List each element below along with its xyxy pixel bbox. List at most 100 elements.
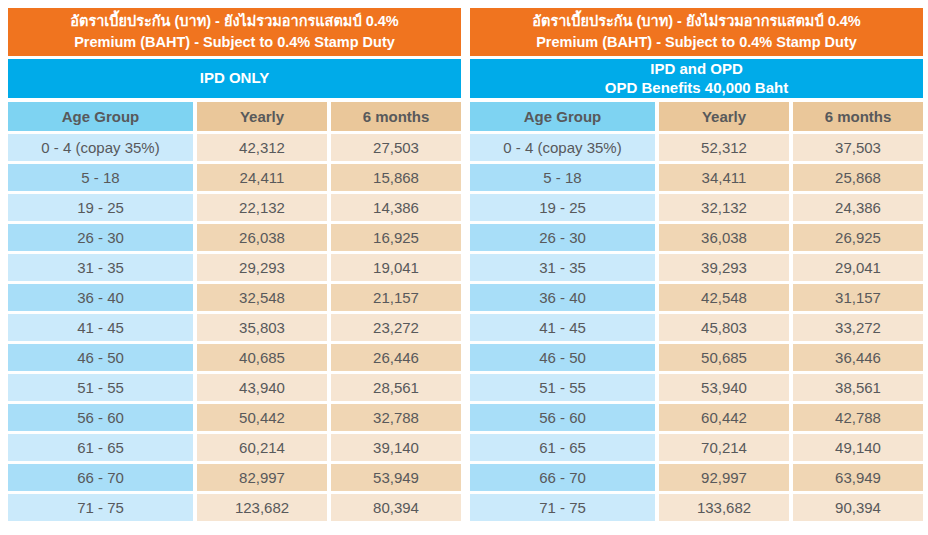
age-group-cell: 31 - 35	[470, 254, 655, 281]
age-group-cell: 26 - 30	[470, 224, 655, 251]
six-months-value-cell: 42,788	[793, 404, 923, 431]
yearly-value-cell: 123,682	[197, 494, 327, 521]
premium-table-ipd-and-opd: อัตราเบี้ยประกัน (บาท) - ยังไม่รวมอากรแส…	[470, 8, 923, 528]
age-group-cell: 0 - 4 (copay 35%)	[470, 134, 655, 161]
yearly-value-cell: 133,682	[659, 494, 789, 521]
age-group-cell: 71 - 75	[470, 494, 655, 521]
rate-table: Age Group Yearly 6 months 0 - 4 (copay 3…	[470, 102, 923, 521]
yearly-value-cell: 24,411	[197, 164, 327, 191]
yearly-header: Yearly	[197, 102, 327, 131]
age-group-cell: 5 - 18	[8, 164, 193, 191]
premium-rate-tables: อัตราเบี้ยประกัน (บาท) - ยังไม่รวมอากรแส…	[0, 0, 928, 535]
plan-band: IPD and OPD OPD Benefits 40,000 Baht	[470, 59, 923, 98]
age-group-cell: 41 - 45	[470, 314, 655, 341]
yearly-value-cell: 39,293	[659, 254, 789, 281]
six-months-value-cell: 14,386	[331, 194, 461, 221]
age-group-cell: 5 - 18	[470, 164, 655, 191]
six-months-value-cell: 33,272	[793, 314, 923, 341]
age-group-cell: 71 - 75	[8, 494, 193, 521]
six-months-value-cell: 53,949	[331, 464, 461, 491]
plan-band: IPD ONLY	[8, 59, 461, 98]
six-months-value-cell: 38,561	[793, 374, 923, 401]
premium-table-ipd-only: อัตราเบี้ยประกัน (บาท) - ยังไม่รวมอากรแส…	[8, 8, 461, 528]
six-months-value-cell: 24,386	[793, 194, 923, 221]
six-months-value-cell: 31,157	[793, 284, 923, 311]
table-title: อัตราเบี้ยประกัน (บาท) - ยังไม่รวมอากรแส…	[8, 8, 461, 56]
table-title-th: อัตราเบี้ยประกัน (บาท) - ยังไม่รวมอากรแส…	[532, 11, 860, 32]
six-months-value-cell: 27,503	[331, 134, 461, 161]
yearly-value-cell: 53,940	[659, 374, 789, 401]
age-group-cell: 36 - 40	[8, 284, 193, 311]
table-title-en: Premium (BAHT) - Subject to 0.4% Stamp D…	[536, 32, 857, 53]
age-group-cell: 46 - 50	[470, 344, 655, 371]
yearly-value-cell: 45,803	[659, 314, 789, 341]
six-months-header: 6 months	[331, 102, 461, 131]
yearly-value-cell: 26,038	[197, 224, 327, 251]
yearly-value-cell: 52,312	[659, 134, 789, 161]
six-months-value-cell: 37,503	[793, 134, 923, 161]
table-title-th: อัตราเบี้ยประกัน (บาท) - ยังไม่รวมอากรแส…	[70, 11, 398, 32]
age-group-cell: 66 - 70	[8, 464, 193, 491]
yearly-value-cell: 92,997	[659, 464, 789, 491]
table-title-en: Premium (BAHT) - Subject to 0.4% Stamp D…	[74, 32, 395, 53]
age-group-cell: 36 - 40	[470, 284, 655, 311]
six-months-value-cell: 49,140	[793, 434, 923, 461]
six-months-value-cell: 25,868	[793, 164, 923, 191]
age-group-cell: 61 - 65	[8, 434, 193, 461]
six-months-value-cell: 19,041	[331, 254, 461, 281]
yearly-value-cell: 50,442	[197, 404, 327, 431]
yearly-header: Yearly	[659, 102, 789, 131]
age-group-header: Age Group	[470, 102, 655, 131]
plan-line-1: IPD and OPD	[650, 60, 743, 79]
six-months-value-cell: 36,446	[793, 344, 923, 371]
yearly-value-cell: 22,132	[197, 194, 327, 221]
six-months-header: 6 months	[793, 102, 923, 131]
yearly-value-cell: 70,214	[659, 434, 789, 461]
yearly-value-cell: 34,411	[659, 164, 789, 191]
yearly-value-cell: 42,312	[197, 134, 327, 161]
yearly-value-cell: 50,685	[659, 344, 789, 371]
yearly-value-cell: 32,548	[197, 284, 327, 311]
plan-line-2: OPD Benefits 40,000 Baht	[605, 79, 788, 98]
yearly-value-cell: 40,685	[197, 344, 327, 371]
yearly-value-cell: 60,214	[197, 434, 327, 461]
plan-line-1: IPD ONLY	[200, 69, 269, 88]
age-group-cell: 56 - 60	[470, 404, 655, 431]
yearly-value-cell: 32,132	[659, 194, 789, 221]
age-group-header: Age Group	[8, 102, 193, 131]
six-months-value-cell: 63,949	[793, 464, 923, 491]
yearly-value-cell: 36,038	[659, 224, 789, 251]
age-group-cell: 19 - 25	[8, 194, 193, 221]
yearly-value-cell: 82,997	[197, 464, 327, 491]
yearly-value-cell: 60,442	[659, 404, 789, 431]
age-group-cell: 66 - 70	[470, 464, 655, 491]
table-title: อัตราเบี้ยประกัน (บาท) - ยังไม่รวมอากรแส…	[470, 8, 923, 56]
six-months-value-cell: 16,925	[331, 224, 461, 251]
rate-table: Age Group Yearly 6 months 0 - 4 (copay 3…	[8, 102, 461, 521]
age-group-cell: 51 - 55	[8, 374, 193, 401]
yearly-value-cell: 29,293	[197, 254, 327, 281]
six-months-value-cell: 28,561	[331, 374, 461, 401]
six-months-value-cell: 90,394	[793, 494, 923, 521]
age-group-cell: 41 - 45	[8, 314, 193, 341]
age-group-cell: 51 - 55	[470, 374, 655, 401]
age-group-cell: 26 - 30	[8, 224, 193, 251]
six-months-value-cell: 21,157	[331, 284, 461, 311]
age-group-cell: 31 - 35	[8, 254, 193, 281]
yearly-value-cell: 42,548	[659, 284, 789, 311]
six-months-value-cell: 23,272	[331, 314, 461, 341]
yearly-value-cell: 35,803	[197, 314, 327, 341]
age-group-cell: 0 - 4 (copay 35%)	[8, 134, 193, 161]
age-group-cell: 61 - 65	[470, 434, 655, 461]
age-group-cell: 46 - 50	[8, 344, 193, 371]
yearly-value-cell: 43,940	[197, 374, 327, 401]
six-months-value-cell: 32,788	[331, 404, 461, 431]
age-group-cell: 56 - 60	[8, 404, 193, 431]
six-months-value-cell: 29,041	[793, 254, 923, 281]
age-group-cell: 19 - 25	[470, 194, 655, 221]
six-months-value-cell: 26,446	[331, 344, 461, 371]
six-months-value-cell: 26,925	[793, 224, 923, 251]
six-months-value-cell: 80,394	[331, 494, 461, 521]
six-months-value-cell: 15,868	[331, 164, 461, 191]
six-months-value-cell: 39,140	[331, 434, 461, 461]
